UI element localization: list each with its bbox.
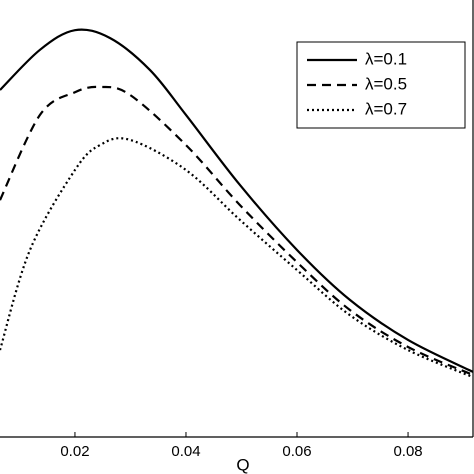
x-axis-label: Q [236, 455, 249, 474]
line-series [0, 137, 474, 379]
x-tick-label: 0.06 [282, 443, 311, 460]
line-series [0, 28, 474, 373]
x-tick-label: 0.08 [393, 443, 422, 460]
x-tick-label: 0.02 [60, 443, 89, 460]
legend-label: λ=0.1 [365, 49, 407, 68]
line-series [0, 85, 474, 376]
legend-box [296, 41, 466, 129]
legend-label: λ=0.5 [365, 74, 407, 93]
x-tick-label: 0.04 [171, 443, 200, 460]
legend-label: λ=0.7 [365, 99, 407, 118]
